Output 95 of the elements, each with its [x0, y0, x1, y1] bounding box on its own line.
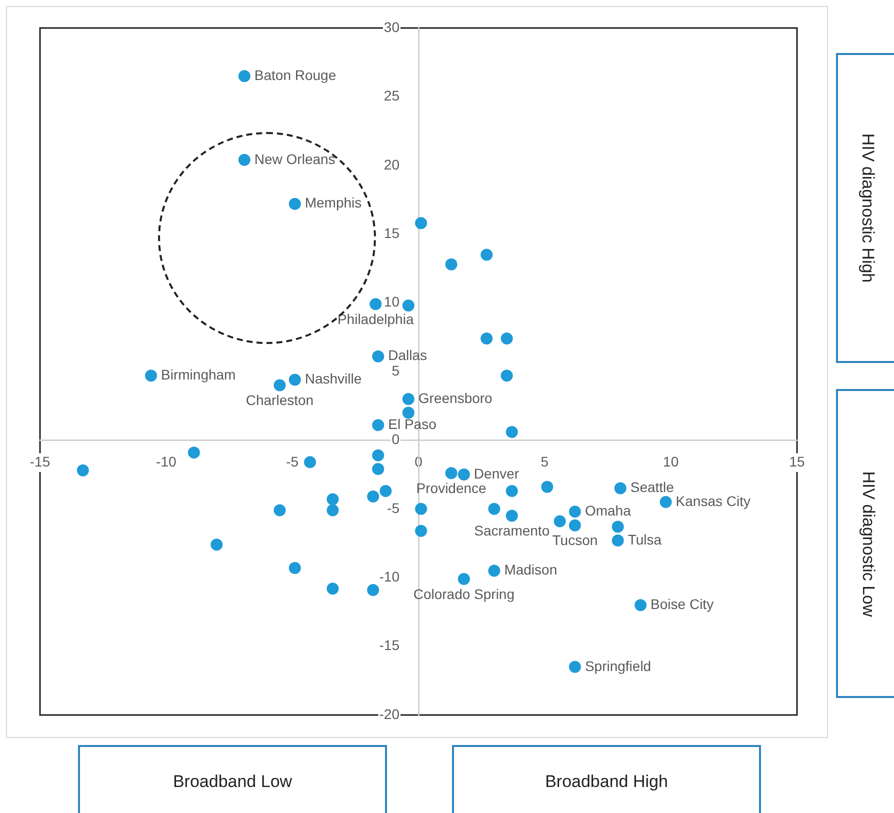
annotation: Denver — [474, 465, 520, 482]
annotation: Memphis — [304, 194, 362, 211]
point — [326, 582, 339, 595]
y-tick-label: 25 — [384, 88, 400, 104]
y-tick-label: 15 — [384, 224, 400, 241]
point — [402, 300, 414, 312]
point — [326, 493, 339, 506]
point — [568, 506, 581, 518]
point — [480, 332, 493, 345]
x-tick-label: 15 — [789, 453, 805, 470]
text: Broadband Low — [172, 772, 292, 792]
point — [372, 419, 384, 432]
annotation: Tucson — [552, 532, 598, 548]
annotation: Charleston — [246, 392, 314, 408]
point — [367, 490, 380, 503]
annotation: Tulsa — [628, 531, 662, 548]
annotation: Sacramento — [474, 522, 550, 539]
point — [238, 154, 250, 166]
y-tick-label: 0 — [392, 431, 400, 448]
point — [415, 217, 428, 230]
point — [445, 258, 458, 270]
y-tick-label: -10 — [379, 568, 400, 584]
point — [480, 248, 493, 261]
point — [612, 520, 624, 533]
x-tick-label: -10 — [156, 453, 176, 470]
annotation: New Orleans — [254, 150, 336, 167]
y-tick-label: 30 — [384, 18, 400, 35]
point — [415, 524, 428, 537]
y-tick-label: 10 — [384, 294, 400, 310]
point — [568, 519, 581, 532]
annotation: Dallas — [388, 347, 428, 364]
point — [76, 464, 89, 476]
y-tick-label: -5 — [387, 500, 400, 516]
point — [188, 446, 200, 459]
point — [541, 480, 554, 493]
point — [288, 562, 301, 574]
annotation: El Paso — [388, 416, 437, 432]
point — [402, 406, 414, 419]
annotation: Madison — [504, 562, 558, 578]
point — [500, 332, 513, 345]
point — [445, 467, 458, 480]
point — [500, 370, 513, 382]
text: HIV diagnostic Low — [858, 470, 878, 616]
annotation: Springfield — [584, 658, 652, 674]
point — [415, 502, 428, 515]
point — [634, 599, 647, 612]
point — [274, 379, 286, 392]
point — [554, 515, 566, 528]
point — [458, 572, 470, 585]
annotation: Seattle — [630, 479, 674, 496]
point — [458, 468, 470, 481]
annotation: Baton Rouge — [254, 66, 336, 83]
point — [612, 534, 624, 546]
point — [372, 463, 384, 476]
x-tick-label: -15 — [30, 453, 50, 470]
point — [372, 350, 384, 362]
point — [288, 198, 301, 210]
y-tick-label: -20 — [379, 706, 400, 722]
point — [506, 426, 518, 438]
annotation: Greensboro — [418, 390, 493, 406]
annotation: Colorado Spring — [413, 586, 515, 602]
point — [370, 298, 382, 310]
point — [506, 510, 518, 522]
point — [326, 504, 339, 516]
annotation: Providence — [416, 480, 487, 496]
point — [614, 482, 626, 494]
point — [372, 449, 384, 462]
annotation: Boise City — [650, 596, 714, 612]
y-tick-label: 20 — [384, 156, 400, 172]
y-tick-label: -15 — [379, 637, 400, 654]
point — [506, 485, 518, 498]
point — [367, 584, 380, 596]
point — [210, 538, 223, 551]
point — [568, 660, 581, 673]
annotation: Kansas City — [676, 492, 750, 509]
point — [380, 485, 392, 498]
annotation: Birmingham — [161, 366, 236, 382]
x-tick-label: 5 — [540, 453, 549, 470]
annotation: Philadelphia — [337, 311, 414, 328]
x-tick-label: -5 — [286, 453, 299, 470]
point — [238, 70, 250, 82]
point — [145, 370, 158, 382]
point — [402, 392, 414, 405]
text: HIV diagnostic High — [858, 133, 878, 283]
annotation: Omaha — [584, 502, 632, 519]
point — [488, 502, 500, 515]
annotation: Nashville — [304, 370, 362, 387]
point — [274, 504, 286, 516]
y-tick-label: 5 — [392, 362, 400, 378]
point — [660, 496, 672, 508]
text: Broadband High — [545, 772, 668, 792]
point — [288, 374, 301, 386]
x-tick-label: 10 — [663, 453, 679, 470]
point — [304, 456, 316, 468]
point — [488, 564, 500, 577]
